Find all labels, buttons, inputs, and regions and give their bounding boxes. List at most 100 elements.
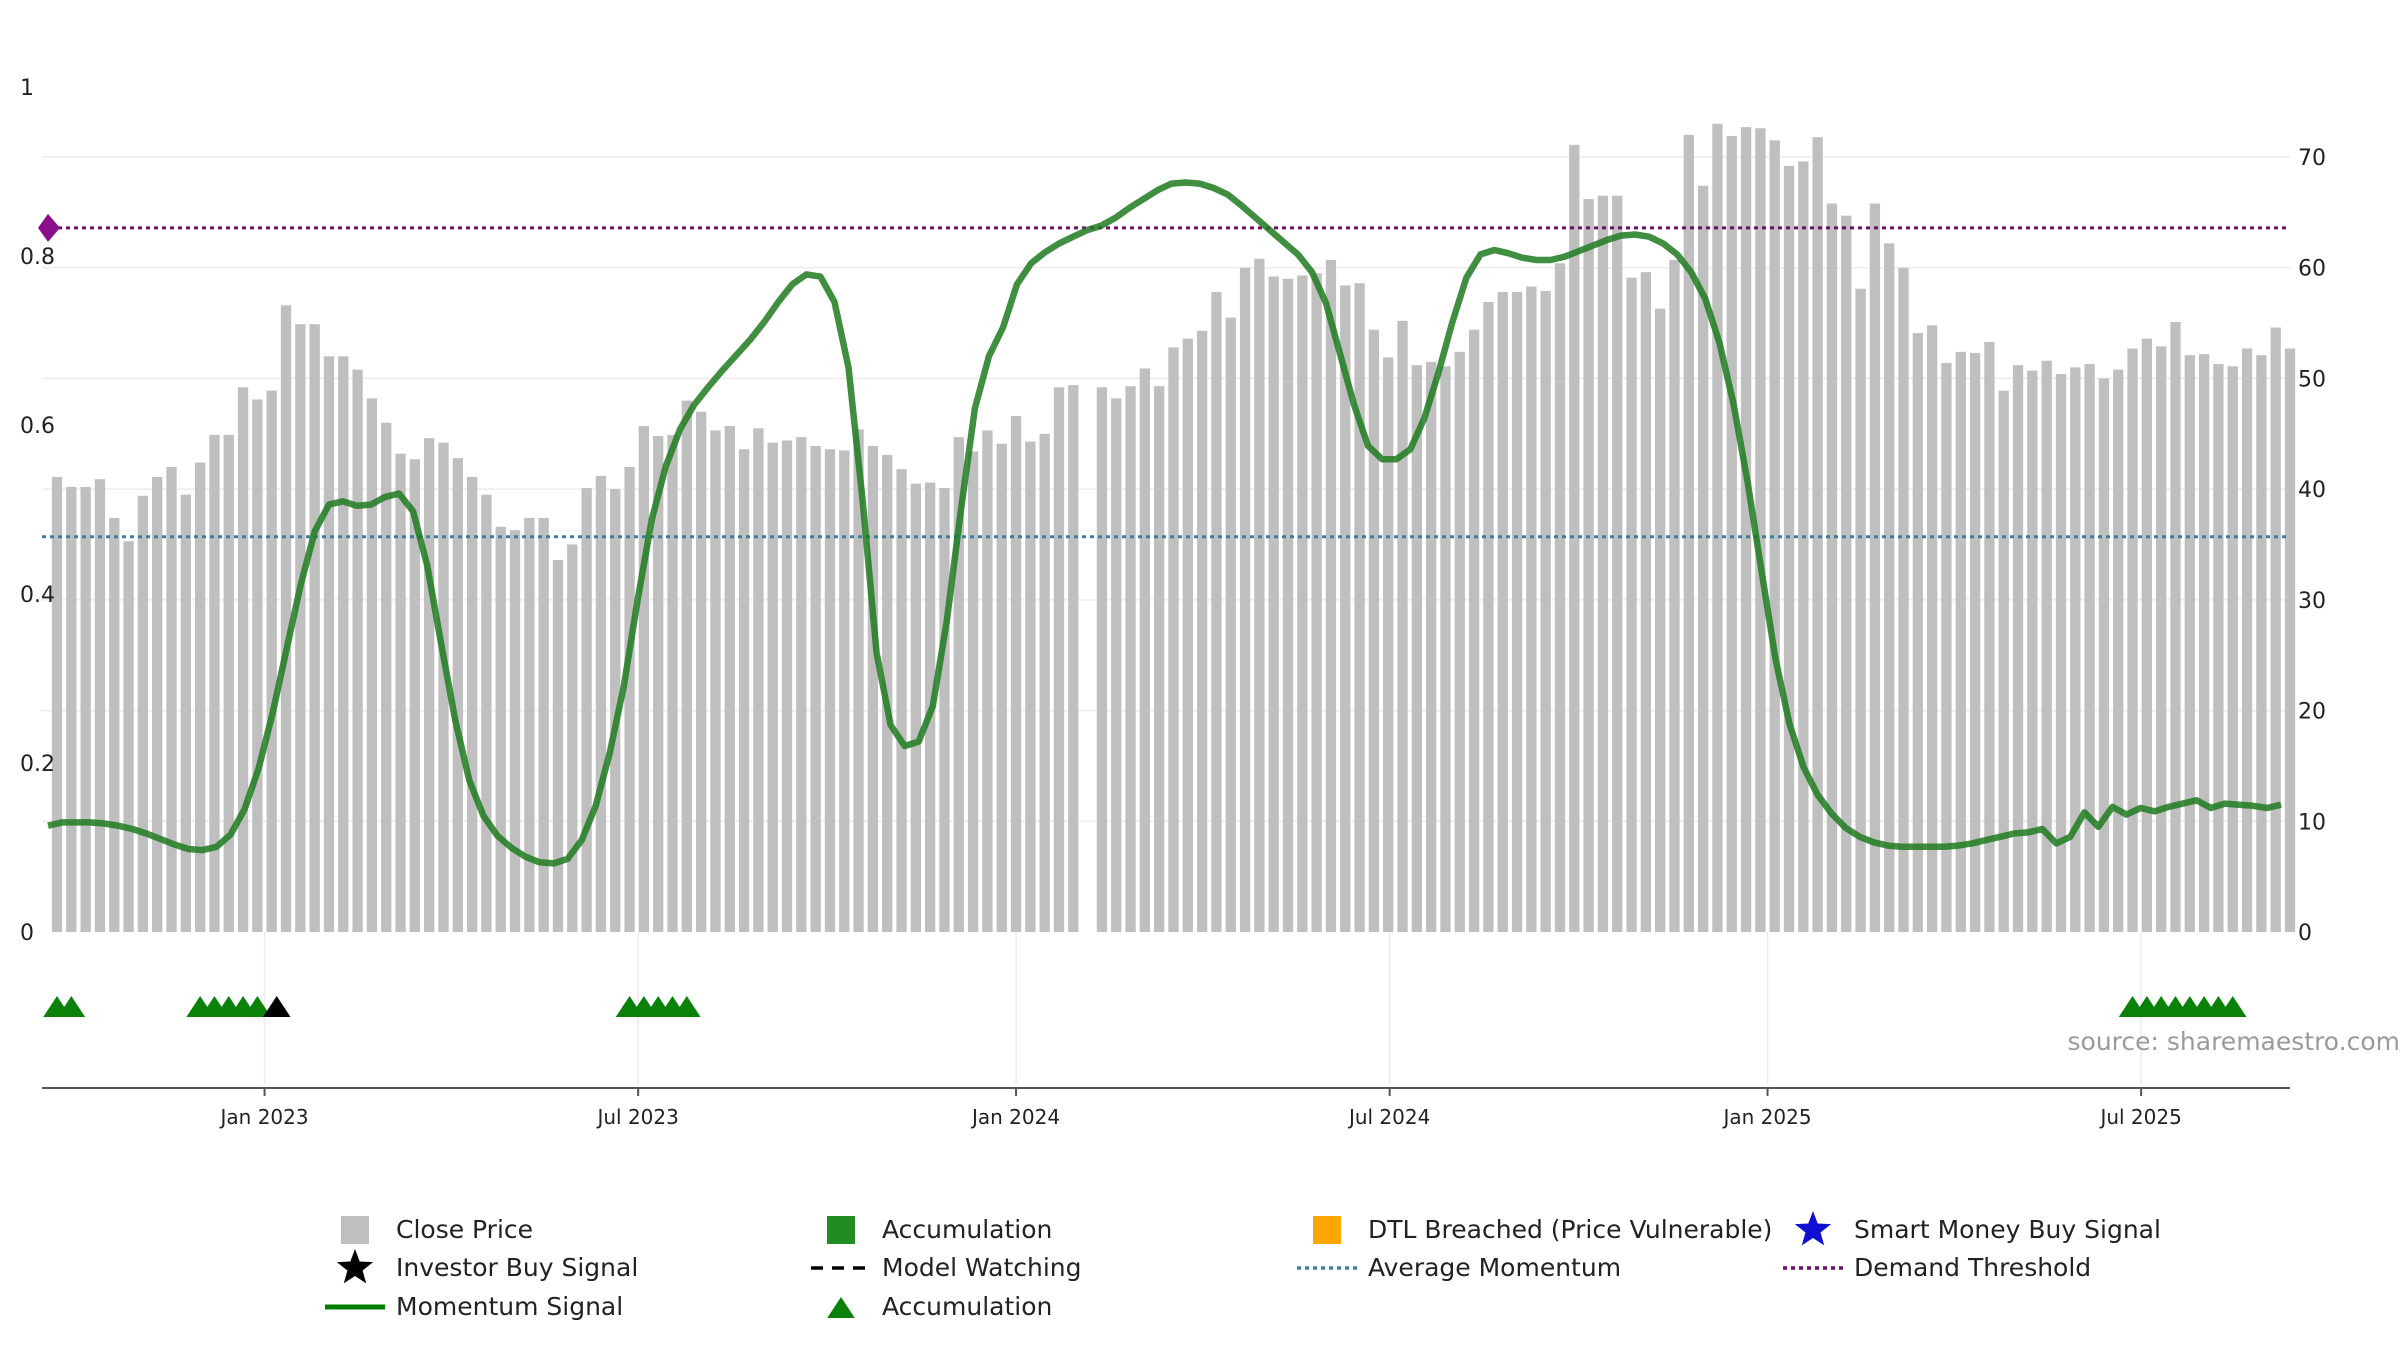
- left-axis-tick: 0.4: [20, 583, 55, 608]
- x-axis-tick-label: Jan 2024: [970, 1105, 1060, 1129]
- close-price-bar: [1225, 317, 1236, 932]
- legend-label: Accumulation: [882, 1292, 1052, 1321]
- close-price-bar: [1182, 338, 1193, 933]
- legend-label: Demand Threshold: [1854, 1253, 2091, 1282]
- left-axis-tick: 0: [20, 921, 34, 946]
- close-price-bar: [2012, 365, 2024, 933]
- close-price-bar: [66, 486, 77, 932]
- close-price-bar: [1497, 292, 1508, 933]
- close-price-bar: [1740, 127, 1752, 933]
- close-price-bar: [180, 494, 191, 932]
- source-label: source: sharemaestro.com: [2068, 1027, 2400, 1056]
- close-price-bar: [1025, 441, 1036, 932]
- close-price-bar: [466, 476, 478, 932]
- close-price-bar: [1540, 290, 1551, 932]
- close-price-bar: [910, 483, 921, 932]
- close-price-bar: [1683, 134, 1694, 932]
- close-price-bar: [2227, 366, 2238, 932]
- close-price-bar: [767, 442, 778, 932]
- x-axis-tick-label: Jul 2024: [1347, 1105, 1430, 1129]
- close-price-bar: [266, 390, 277, 932]
- close-price-bar: [1841, 215, 1852, 932]
- close-price-bar: [1884, 243, 1895, 932]
- close-price-bar: [152, 476, 163, 932]
- right-axis-tick: 10: [2298, 810, 2326, 835]
- close-price-bar: [1941, 362, 1952, 932]
- close-price-bar: [896, 469, 907, 932]
- close-price-bar: [1912, 333, 1923, 932]
- legend: Close Price Accumulation DTL Breached (Pri…: [325, 1211, 2161, 1321]
- x-axis-tick-label: Jul 2025: [2098, 1105, 2181, 1129]
- close-price-bar: [552, 560, 564, 932]
- close-price-bar: [524, 517, 535, 932]
- close-price-bar: [867, 445, 879, 932]
- reference-lines: [38, 213, 2290, 539]
- close-price-bar: [1669, 259, 1680, 932]
- close-price-bar: [1282, 278, 1294, 932]
- close-price-bar: [1354, 283, 1365, 932]
- close-price-bar: [1554, 263, 1566, 932]
- close-price-bar: [1426, 361, 1437, 933]
- close-price-bar: [538, 517, 549, 932]
- legend-label: Close Price: [396, 1215, 533, 1244]
- x-axis-tick-label: Jul 2023: [595, 1105, 678, 1129]
- close-price-bar: [2256, 355, 2267, 932]
- right-axis-tick: 40: [2298, 478, 2326, 503]
- close-price-bar: [2070, 367, 2081, 932]
- close-price-bar: [2127, 348, 2138, 932]
- close-price-bar: [409, 459, 421, 932]
- close-price-bar: [1268, 276, 1279, 933]
- grid-lines: [42, 156, 2290, 1085]
- close-price-bar: [753, 428, 764, 932]
- close-price-bar: [1325, 259, 1337, 932]
- close-price-bar: [80, 486, 91, 932]
- close-price-bar: [123, 541, 134, 932]
- close-price-bar: [738, 449, 750, 932]
- left-axis-tick: 0.6: [20, 414, 55, 439]
- close-price-bar: [1612, 195, 1623, 932]
- close-price-bar: [781, 440, 793, 932]
- close-price-bar: [996, 443, 1007, 932]
- right-axis-tick: 0: [2298, 921, 2312, 946]
- close-price-bar: [94, 479, 106, 932]
- close-price-bar: [495, 526, 506, 932]
- close-price-bar: [1869, 203, 1881, 932]
- right-axis-tick: 30: [2298, 589, 2326, 614]
- left-axis-tick: 0.8: [20, 245, 55, 270]
- close-price-bar: [51, 476, 63, 932]
- legend-swatch-star: [1794, 1211, 1832, 1246]
- close-price-bar: [853, 429, 864, 932]
- close-price-bar: [967, 451, 979, 932]
- close-price-bar: [1626, 277, 1637, 932]
- close-price-bar: [638, 426, 650, 932]
- close-price-bar: [1755, 128, 1766, 932]
- close-price-bar: [209, 434, 220, 932]
- legend-swatch-triangle: [827, 1297, 855, 1318]
- close-price-bar: [2156, 346, 2167, 933]
- close-price-bar: [1010, 416, 1022, 933]
- right-axis: 0 10 20 30 40 50 60 70: [2298, 146, 2326, 946]
- close-price-bar: [1812, 137, 1823, 933]
- right-axis-tick: 20: [2298, 700, 2326, 725]
- left-axis: 0 0.2 0.4 0.6 0.8 1: [20, 76, 55, 946]
- close-price-bar: [1096, 387, 1108, 932]
- close-price-bar: [796, 437, 807, 932]
- close-price-bar: [939, 488, 950, 932]
- close-price-bar: [1454, 351, 1465, 932]
- close-price-bar: [724, 426, 735, 932]
- close-price-bar: [2055, 374, 2067, 932]
- close-price-bar: [1483, 302, 1494, 932]
- close-price-bar: [1640, 272, 1652, 933]
- close-price-bar: [2084, 364, 2095, 932]
- close-price-bar: [1111, 398, 1122, 932]
- left-axis-tick: 1: [20, 76, 34, 101]
- close-price-bar: [1125, 386, 1136, 932]
- legend-label: Accumulation: [882, 1215, 1052, 1244]
- legend-label: Model Watching: [882, 1253, 1082, 1282]
- price-bars: [51, 123, 2296, 933]
- close-price-bar: [953, 437, 964, 932]
- close-price-bar: [1168, 347, 1179, 932]
- close-price-bar: [1239, 267, 1251, 932]
- close-price-bar: [710, 430, 721, 932]
